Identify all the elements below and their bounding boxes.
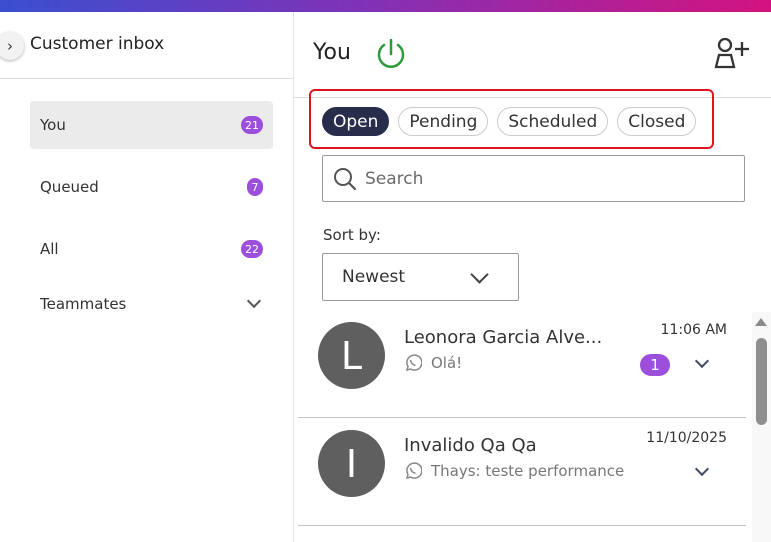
sidebar-item-all[interactable]: All 22 xyxy=(30,225,273,273)
sidebar-item-you[interactable]: You 21 xyxy=(30,101,273,149)
brand-top-bar xyxy=(0,0,771,12)
timestamp: 11/10/2025 xyxy=(646,430,727,446)
filter-pending[interactable]: Pending xyxy=(398,107,489,136)
avatar: L xyxy=(318,322,385,389)
page-title: You xyxy=(313,40,351,65)
sort-select[interactable]: Newest xyxy=(322,253,519,301)
filter-open[interactable]: Open xyxy=(322,107,390,136)
chevron-right-icon: › xyxy=(7,37,13,55)
conversation-list-panel: You Open Pending Scheduled Closed Sort b… xyxy=(294,12,771,542)
status-filters: Open Pending Scheduled Closed xyxy=(322,107,697,136)
contact-name: Leonora Garcia Alve... xyxy=(404,327,603,348)
contact-name: Invalido Qa Qa xyxy=(404,435,537,456)
filter-closed[interactable]: Closed xyxy=(617,107,697,136)
sort-label: Sort by: xyxy=(323,226,381,244)
search-input[interactable] xyxy=(365,168,725,189)
preview-text: Thays: teste performance xyxy=(431,462,625,480)
sidebar-item-label: All xyxy=(40,240,59,258)
avatar: I xyxy=(318,430,385,497)
filter-highlight-box xyxy=(309,89,714,149)
chevron-down-icon[interactable] xyxy=(694,461,710,477)
sidebar-item-queued[interactable]: Queued 7 xyxy=(30,163,273,211)
header-divider xyxy=(294,97,771,98)
scrollbar[interactable] xyxy=(752,312,771,542)
count-badge: 22 xyxy=(241,240,263,258)
sidebar-title: Customer inbox xyxy=(30,34,165,54)
scrollbar-thumb[interactable] xyxy=(756,338,767,425)
whatsapp-icon xyxy=(405,462,422,480)
add-user-icon[interactable] xyxy=(712,36,752,70)
scroll-up-arrow-icon[interactable] xyxy=(755,318,767,326)
conversation-row[interactable]: L Leonora Garcia Alve... Olá! 11:06 AM 1 xyxy=(298,310,746,418)
chevron-down-icon[interactable] xyxy=(694,353,710,369)
collapse-sidebar-button[interactable]: › xyxy=(0,32,24,60)
chevron-down-icon xyxy=(246,293,262,309)
search-box xyxy=(322,155,745,202)
sidebar-item-teammates[interactable]: Teammates xyxy=(30,280,273,328)
message-preview: Olá! xyxy=(404,354,462,372)
count-badge: 7 xyxy=(247,178,263,196)
sidebar-item-label: Queued xyxy=(40,178,99,196)
whatsapp-icon xyxy=(405,354,422,372)
sidebar-item-label: Teammates xyxy=(40,295,127,313)
preview-text: Olá! xyxy=(431,354,463,372)
conversation-row[interactable]: I Invalido Qa Qa Thays: teste performanc… xyxy=(298,418,746,526)
message-preview: Thays: teste performance xyxy=(404,462,624,480)
sidebar-header: › Customer inbox xyxy=(0,12,293,79)
count-badge: 21 xyxy=(241,116,263,134)
timestamp: 11:06 AM xyxy=(660,322,727,338)
chevron-down-icon xyxy=(470,264,489,284)
sidebar-item-label: You xyxy=(40,116,66,134)
sort-value: Newest xyxy=(342,267,406,287)
filter-scheduled[interactable]: Scheduled xyxy=(497,107,609,136)
unread-badge: 1 xyxy=(640,354,670,376)
inbox-sidebar: › Customer inbox You 21 Queued 7 All 22 … xyxy=(0,12,294,542)
search-icon xyxy=(334,167,357,190)
power-icon[interactable] xyxy=(376,38,406,70)
